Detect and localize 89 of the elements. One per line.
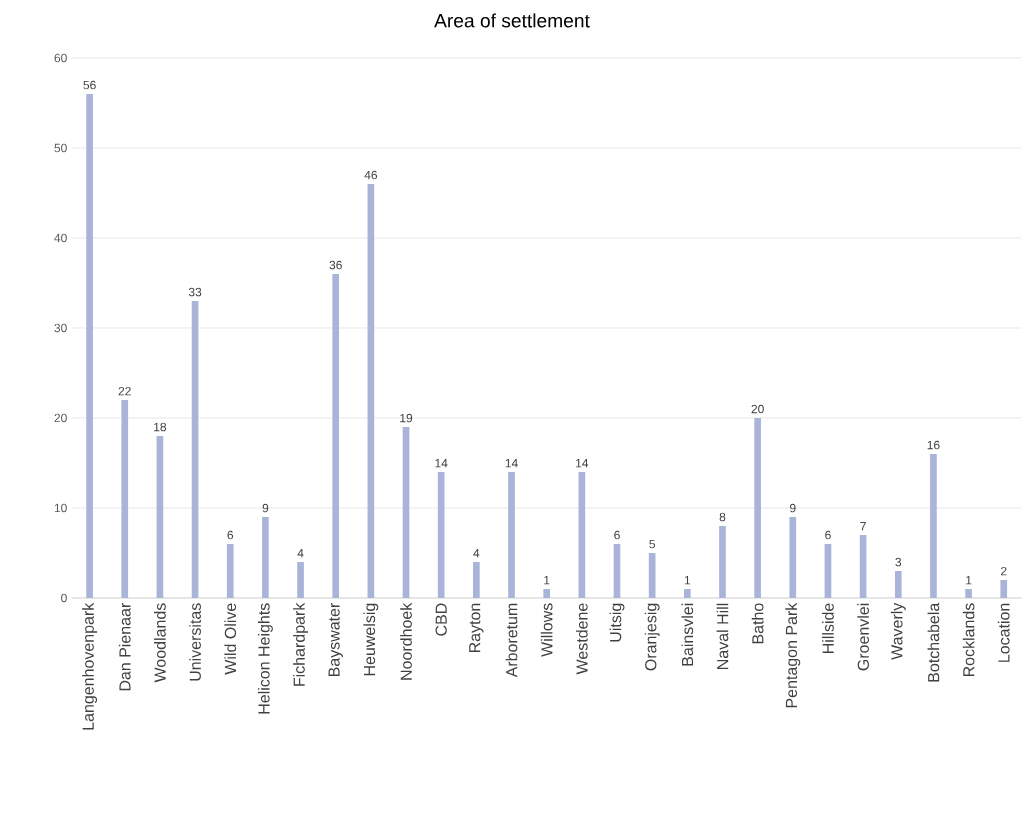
data-label: 14 bbox=[435, 459, 448, 468]
data-label: 1 bbox=[544, 576, 550, 585]
chart-title: Area of settlement bbox=[434, 13, 590, 28]
bar bbox=[578, 471, 586, 598]
x-tick-label: Rocklands bbox=[962, 603, 975, 677]
x-tick-label: Willows bbox=[540, 603, 553, 657]
data-label: 9 bbox=[790, 503, 796, 513]
data-label: 3 bbox=[895, 557, 902, 567]
data-label: 18 bbox=[154, 422, 167, 432]
bar bbox=[719, 525, 726, 598]
data-label: 56 bbox=[83, 80, 96, 90]
bar bbox=[824, 543, 832, 598]
x-tick-label: Wild Olive bbox=[224, 603, 237, 675]
y-tick-label: 20 bbox=[54, 413, 67, 423]
x-tick-label: Oranjesig bbox=[644, 603, 660, 671]
bar bbox=[402, 426, 410, 598]
data-label: 5 bbox=[649, 539, 655, 549]
x-tick-label: Dan Pienaar bbox=[118, 603, 131, 691]
x-tick-label: Arboretum bbox=[505, 603, 518, 678]
bar bbox=[859, 534, 867, 598]
data-label: 46 bbox=[364, 170, 378, 180]
bar bbox=[965, 588, 972, 598]
data-label: 1 bbox=[684, 576, 691, 585]
bar bbox=[930, 453, 937, 598]
x-tick-label: Uitsig bbox=[609, 603, 625, 642]
y-tick-label: 60 bbox=[54, 53, 67, 63]
bar bbox=[156, 435, 164, 598]
bar bbox=[226, 543, 234, 598]
y-tick-label: 40 bbox=[54, 233, 67, 243]
data-label: 8 bbox=[719, 512, 726, 522]
bar bbox=[543, 588, 550, 598]
data-label: 6 bbox=[227, 530, 234, 540]
data-label: 14 bbox=[576, 459, 589, 468]
data-label: 6 bbox=[614, 530, 620, 540]
x-tick-label: Noordhoek bbox=[400, 602, 412, 680]
y-tick-label: 50 bbox=[54, 143, 67, 153]
x-tick-label: Rayton bbox=[469, 603, 484, 653]
x-tick-label: Batho bbox=[751, 603, 764, 644]
bar bbox=[789, 516, 797, 598]
y-tick-label: 30 bbox=[54, 323, 67, 333]
data-label: 19 bbox=[400, 413, 413, 423]
y-tick-label: 0 bbox=[61, 593, 67, 603]
x-tick-label: Westdene bbox=[575, 603, 588, 675]
x-tick-label: Pentagon Park bbox=[785, 602, 801, 708]
x-tick-label: Fichardpark bbox=[293, 602, 309, 686]
bar bbox=[648, 552, 656, 598]
bar bbox=[613, 543, 621, 598]
x-tick-label: Groenvlei bbox=[857, 603, 869, 671]
x-tick-label: Bainsvlei bbox=[681, 603, 694, 666]
x-tick-label: Helicon Heights bbox=[257, 603, 273, 714]
x-tick-label: Heuwelsig bbox=[363, 603, 379, 676]
bar bbox=[297, 561, 304, 598]
x-tick-label: Naval Hill bbox=[716, 603, 729, 669]
data-label: 22 bbox=[118, 386, 131, 396]
bar bbox=[191, 301, 199, 598]
bar bbox=[437, 471, 445, 598]
x-tick-label: Botchabela bbox=[927, 602, 940, 682]
y-tick-label: 10 bbox=[54, 503, 67, 513]
data-label: 14 bbox=[505, 459, 518, 468]
bar bbox=[86, 94, 93, 598]
data-label: 36 bbox=[329, 260, 342, 270]
x-tick-label: Bayswater bbox=[328, 602, 343, 677]
data-label: 1 bbox=[966, 576, 972, 585]
data-label: 9 bbox=[262, 503, 269, 513]
data-label: 4 bbox=[297, 549, 304, 558]
bar bbox=[367, 184, 375, 598]
bar bbox=[1000, 579, 1008, 598]
bar bbox=[473, 561, 480, 598]
data-label: 16 bbox=[927, 440, 940, 450]
x-tick-label: Woodlands bbox=[154, 603, 166, 683]
data-label: 20 bbox=[751, 404, 764, 414]
x-tick-label: CBD bbox=[435, 603, 447, 636]
data-label: 33 bbox=[188, 287, 202, 297]
bar bbox=[332, 274, 340, 598]
x-tick-label: Langenhovenpark bbox=[82, 602, 98, 730]
bar bbox=[754, 417, 761, 598]
bar bbox=[508, 471, 515, 598]
bar bbox=[121, 399, 129, 598]
data-label: 6 bbox=[825, 530, 831, 540]
x-tick-label: Hillside bbox=[822, 603, 834, 653]
bar bbox=[262, 516, 269, 598]
bar bbox=[683, 588, 691, 598]
data-label: 4 bbox=[473, 549, 480, 558]
x-tick-label: Universitas bbox=[189, 603, 201, 681]
data-label: 2 bbox=[1001, 566, 1007, 576]
x-tick-label: Waverly bbox=[890, 602, 906, 660]
data-label: 7 bbox=[860, 522, 866, 531]
x-tick-label: Location bbox=[997, 603, 1010, 662]
bar bbox=[894, 570, 902, 598]
